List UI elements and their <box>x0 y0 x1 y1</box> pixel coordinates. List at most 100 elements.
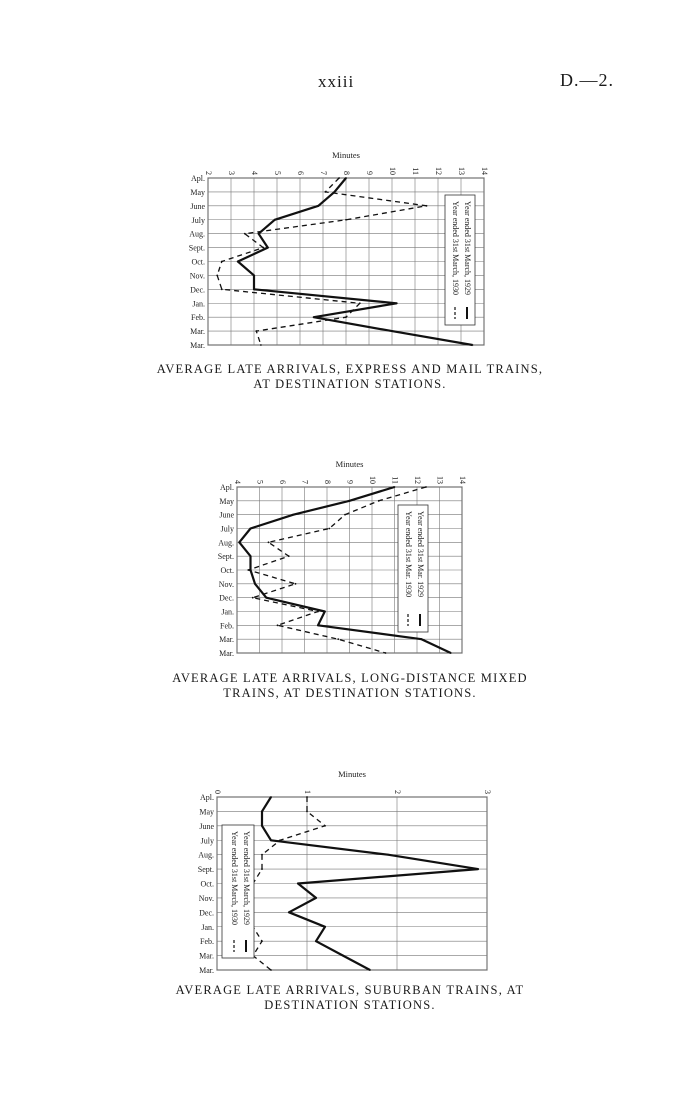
legend-box <box>397 504 429 633</box>
data-point-1929 <box>323 610 326 613</box>
tick-label-month: Oct. <box>200 880 214 889</box>
tick-label-month: Mar. <box>190 341 205 350</box>
data-point-1929 <box>393 486 396 488</box>
data-point-1929 <box>270 839 272 842</box>
tick-label-month: May <box>190 188 205 197</box>
data-point-1929 <box>254 582 256 585</box>
tick-label-minutes: 2 <box>393 790 402 794</box>
tick-label-month: Mar. <box>190 327 205 336</box>
tick-label-minutes: 7 <box>301 480 310 484</box>
data-point-1929 <box>238 541 241 544</box>
data-point-1929 <box>265 596 268 599</box>
data-point-1930 <box>324 191 327 193</box>
data-point-1930 <box>276 624 279 627</box>
tick-label-month: May <box>199 807 214 816</box>
tick-label-minutes: 12 <box>413 476 422 484</box>
data-point-1929 <box>288 911 290 914</box>
tick-label-month: June <box>190 202 205 211</box>
legend-label: Year ended 31st March, 1929 <box>242 831 251 925</box>
data-point-1929 <box>315 897 317 899</box>
tick-label-minutes: 2 <box>204 171 213 175</box>
caption-suburban: Average Late Arrivals, Suburban Trains, … <box>0 983 700 1013</box>
tick-label-month: Aug. <box>189 230 205 239</box>
tick-label-month: Nov. <box>190 271 205 280</box>
data-point-1929 <box>249 527 252 530</box>
tick-label-month: Jan. <box>201 923 214 932</box>
tick-label-month: Mar. <box>199 952 214 961</box>
caption-line: Trains, at Destination Stations. <box>223 686 477 700</box>
data-point-1930 <box>377 499 380 502</box>
data-point-1930 <box>260 344 262 346</box>
tick-label-minutes: 9 <box>346 480 355 484</box>
data-point-1929 <box>261 824 263 827</box>
tick-label-minutes: 7 <box>319 171 328 175</box>
data-point-1929 <box>253 288 255 291</box>
caption-line: Destination Stations. <box>264 998 436 1012</box>
data-point-1930 <box>384 652 387 654</box>
tick-label-month: Aug. <box>198 851 214 860</box>
caption-line: at Destination Stations. <box>253 377 447 391</box>
data-point-1929 <box>261 810 263 813</box>
data-point-1930 <box>247 569 250 571</box>
caption-long-distance-mixed: Average Late Arrivals, Long-distance Mix… <box>0 671 700 701</box>
data-point-1930 <box>262 246 265 249</box>
data-point-1929 <box>273 218 276 221</box>
data-point-1930 <box>255 330 258 332</box>
data-point-1929 <box>253 274 255 277</box>
data-point-1930 <box>306 796 308 798</box>
data-point-1929 <box>270 796 272 798</box>
tick-label-month: June <box>199 822 214 831</box>
tick-label-minutes: 3 <box>227 171 236 175</box>
tick-label-minutes: 1 <box>303 790 312 794</box>
tick-label-month: July <box>192 216 205 225</box>
data-point-1929 <box>324 925 326 928</box>
tick-label-minutes: 14 <box>480 167 489 175</box>
tick-label-month: Apl. <box>200 793 214 802</box>
axis-title-minutes: Minutes <box>338 769 366 779</box>
tick-label-month: Mar. <box>219 635 234 644</box>
legend-box <box>221 824 255 959</box>
data-point-1930 <box>220 260 223 263</box>
axis-title-minutes: Minutes <box>332 150 360 160</box>
data-point-1930 <box>279 839 281 842</box>
tick-label-minutes: 3 <box>483 790 492 794</box>
tick-label-minutes: 5 <box>256 480 265 484</box>
legend-label: Year ended 31st March, 1929 <box>463 201 472 295</box>
tick-label-minutes: 13 <box>457 167 466 175</box>
legend-label: Year ended 31st Mar. 1929 <box>416 511 425 597</box>
tick-label-month: May <box>219 497 234 506</box>
tick-label-month: July <box>201 836 214 845</box>
tick-label-minutes: 11 <box>391 476 400 484</box>
tick-label-month: Feb. <box>200 937 214 946</box>
data-point-1929 <box>249 555 252 558</box>
caption-line: Average Late Arrivals, Long-distance Mix… <box>172 671 528 685</box>
tick-label-month: Apl. <box>191 174 205 183</box>
data-point-1930 <box>306 810 308 813</box>
tick-label-minutes: 10 <box>368 476 377 484</box>
tick-label-month: Jan. <box>192 299 205 308</box>
tick-label-minutes: 4 <box>250 171 259 175</box>
data-point-1929 <box>477 868 479 870</box>
chart-long-distance-mixed: 4 5 6 7 8 9 10 11 12 13 14 Apl. May June July Aug. Sept.… <box>218 459 467 658</box>
tick-label-month: Feb. <box>191 313 205 322</box>
data-point-1930 <box>251 596 254 599</box>
data-point-1929 <box>257 232 260 235</box>
tick-label-month: Feb. <box>220 621 234 630</box>
data-point-1930 <box>216 274 219 277</box>
tick-label-minutes: 8 <box>342 171 351 175</box>
data-point-1930 <box>345 316 347 319</box>
page-reference: D.—2. <box>560 70 614 90</box>
tick-label-minutes: 10 <box>388 167 397 175</box>
data-point-1929 <box>333 191 336 193</box>
data-point-1929 <box>292 513 295 516</box>
data-point-1929 <box>348 499 351 502</box>
tick-label-month: Sept. <box>189 244 205 253</box>
data-point-1930 <box>324 824 326 827</box>
data-point-1930 <box>425 486 427 488</box>
data-point-1930 <box>267 541 270 544</box>
chart-suburban: 0 1 2 3 Apl. May June July Aug. Sept. Oct. Nov. Dec.… <box>198 769 492 975</box>
data-point-1930 <box>270 969 272 971</box>
data-point-1930 <box>294 582 297 585</box>
tick-label-minutes: 8 <box>323 480 332 484</box>
